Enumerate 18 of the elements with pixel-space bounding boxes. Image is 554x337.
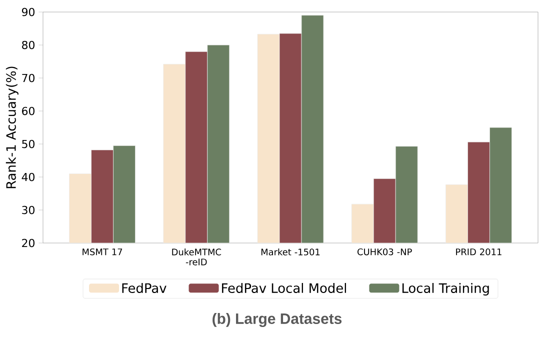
y-axis-title: Rank-1 Accuary(%): [6, 66, 18, 188]
y-tick-label: 30: [22, 206, 34, 214]
legend-label: FedPav: [122, 282, 166, 294]
text: (b) Large Datasets: [212, 313, 342, 328]
x-tick-label: PRID 2011: [456, 248, 502, 256]
legend-label: Local Training: [402, 282, 489, 296]
x-tick-label: MSMT 17: [82, 248, 122, 256]
y-tick-label: 20: [22, 238, 34, 248]
y-tick-label: 60: [22, 106, 34, 116]
y-tick-label: 40: [22, 172, 34, 182]
y-tick-label: 70: [22, 74, 34, 82]
y-tick-label: 50: [22, 140, 34, 148]
legend-label: FedPav Local Model: [222, 282, 346, 294]
y-tick-label: 90: [22, 8, 34, 16]
y-tick-label: 80: [22, 40, 34, 50]
x-tick-label: DukeMTMC -reID: [172, 248, 222, 266]
x-tick-label: CUHK03 -NP: [358, 248, 412, 256]
x-tick-label: Market -1501: [261, 248, 320, 256]
